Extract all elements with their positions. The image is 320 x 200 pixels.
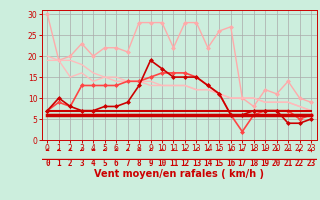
- Text: 22: 22: [295, 159, 304, 168]
- Text: 15: 15: [215, 159, 224, 168]
- Text: 1: 1: [57, 159, 61, 168]
- Text: 5: 5: [102, 159, 107, 168]
- Text: 21: 21: [284, 159, 293, 168]
- Text: 12: 12: [180, 159, 189, 168]
- Text: 20: 20: [272, 159, 281, 168]
- Text: 18: 18: [249, 159, 258, 168]
- Text: 0: 0: [45, 159, 50, 168]
- Text: 8: 8: [137, 159, 141, 168]
- Text: 7: 7: [125, 159, 130, 168]
- Text: 3: 3: [79, 159, 84, 168]
- Text: 6: 6: [114, 159, 118, 168]
- Text: Vent moyen/en rafales ( km/h ): Vent moyen/en rafales ( km/h ): [94, 169, 264, 179]
- Text: 23: 23: [307, 159, 316, 168]
- Text: 13: 13: [192, 159, 201, 168]
- Text: 4: 4: [91, 159, 95, 168]
- Text: 19: 19: [260, 159, 270, 168]
- Text: 14: 14: [203, 159, 212, 168]
- Text: 10: 10: [157, 159, 167, 168]
- Text: 17: 17: [238, 159, 247, 168]
- Text: 16: 16: [226, 159, 236, 168]
- Text: 11: 11: [169, 159, 178, 168]
- Text: 9: 9: [148, 159, 153, 168]
- Text: 2: 2: [68, 159, 73, 168]
